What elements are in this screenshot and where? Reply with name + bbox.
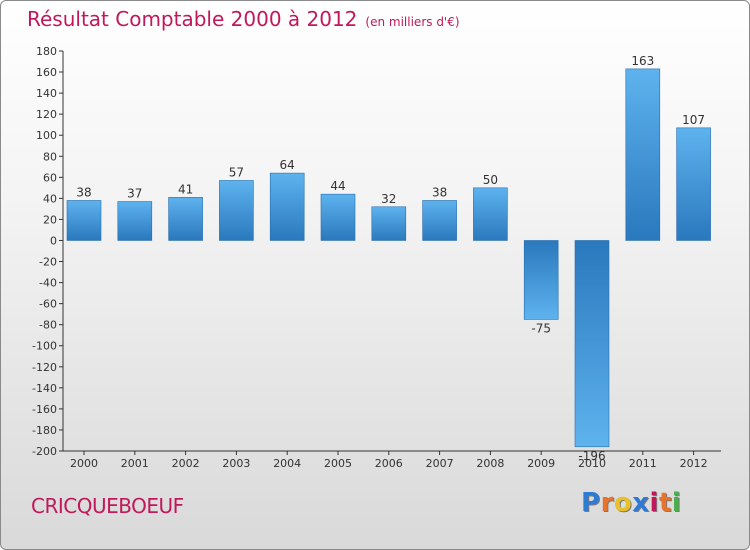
y-tick-label: -20 [39, 256, 57, 269]
y-tick-label: -100 [32, 340, 57, 353]
logo-letter: i [671, 488, 682, 518]
y-tick-label: -80 [39, 319, 57, 332]
logo-letter: o [613, 488, 633, 518]
bar-2005 [320, 193, 356, 241]
y-tick-label: 60 [43, 171, 57, 184]
y-tick-label: -200 [32, 445, 57, 458]
x-tick-label: 2006 [375, 457, 403, 470]
logo-letter: t [658, 488, 672, 518]
chart-title-text: Résultat Comptable 2000 à 2012 [27, 7, 358, 31]
x-tick-label: 2008 [476, 457, 504, 470]
value-label-2012: 107 [682, 113, 705, 127]
bar-2010 [574, 240, 610, 448]
bar-2003 [219, 180, 254, 241]
y-tick-label: 80 [43, 150, 57, 163]
y-tick-label: 180 [36, 45, 57, 58]
bar-2009 [523, 240, 559, 320]
y-tick-label: 40 [43, 192, 57, 205]
y-tick-label: 140 [36, 87, 57, 100]
x-tick-label: 2005 [324, 457, 352, 470]
value-label-2000: 38 [76, 185, 91, 199]
bar-2008 [473, 187, 508, 241]
x-tick-label: 2001 [121, 457, 149, 470]
logo-letter: x [632, 488, 650, 518]
y-tick-label: -60 [39, 298, 57, 311]
chart-subtitle: (en milliers d'€) [365, 15, 460, 29]
x-tick-label: 2004 [273, 457, 301, 470]
value-label-2010: -196 [578, 449, 605, 463]
chart-title: Résultat Comptable 2000 à 2012 (en millie… [27, 7, 460, 31]
bar-2012 [676, 127, 711, 241]
bar-2002 [168, 197, 203, 241]
value-label-2007: 38 [432, 185, 447, 199]
value-label-2002: 41 [178, 182, 193, 196]
bar-2007 [422, 200, 457, 241]
x-tick-label: 2007 [426, 457, 454, 470]
y-tick-label: 0 [50, 234, 57, 247]
value-label-2011: 163 [631, 54, 654, 68]
commune-name: CRICQUEBOEUF [31, 494, 184, 518]
y-tick-label: 120 [36, 108, 57, 121]
x-tick-label: 2009 [527, 457, 555, 470]
value-label-2004: 64 [280, 158, 295, 172]
x-tick-label: 2002 [172, 457, 200, 470]
y-tick-label: -120 [32, 361, 57, 374]
value-label-2006: 32 [381, 192, 396, 206]
x-tick-label: 2003 [222, 457, 250, 470]
y-tick-label: 160 [36, 66, 57, 79]
x-tick-label: 2010 [578, 457, 606, 470]
logo-letter: r [600, 488, 614, 518]
bar-2001 [117, 201, 153, 241]
y-tick-label: -180 [32, 424, 57, 437]
y-tick-label: -160 [32, 403, 57, 416]
value-label-2003: 57 [229, 165, 244, 179]
y-tick-label: -40 [39, 277, 57, 290]
bar-2000 [66, 200, 102, 241]
x-tick-label: 2000 [70, 457, 98, 470]
value-label-2009: -75 [531, 321, 551, 335]
x-tick-label: 2012 [680, 457, 708, 470]
bar-2004 [269, 172, 305, 241]
proxiti-logo[interactable]: Proxiti [581, 488, 681, 518]
value-label-2008: 50 [483, 173, 498, 187]
value-label-2005: 44 [330, 179, 345, 193]
y-tick-label: 100 [36, 129, 57, 142]
value-label-2001: 37 [127, 187, 142, 201]
x-tick-label: 2011 [629, 457, 657, 470]
y-tick-label: 20 [43, 213, 57, 226]
logo-letter: i [649, 488, 659, 518]
y-tick-label: -140 [32, 382, 57, 395]
bar-2006 [371, 206, 407, 241]
logo-letter: P [581, 488, 601, 518]
bar-2011 [625, 68, 661, 241]
